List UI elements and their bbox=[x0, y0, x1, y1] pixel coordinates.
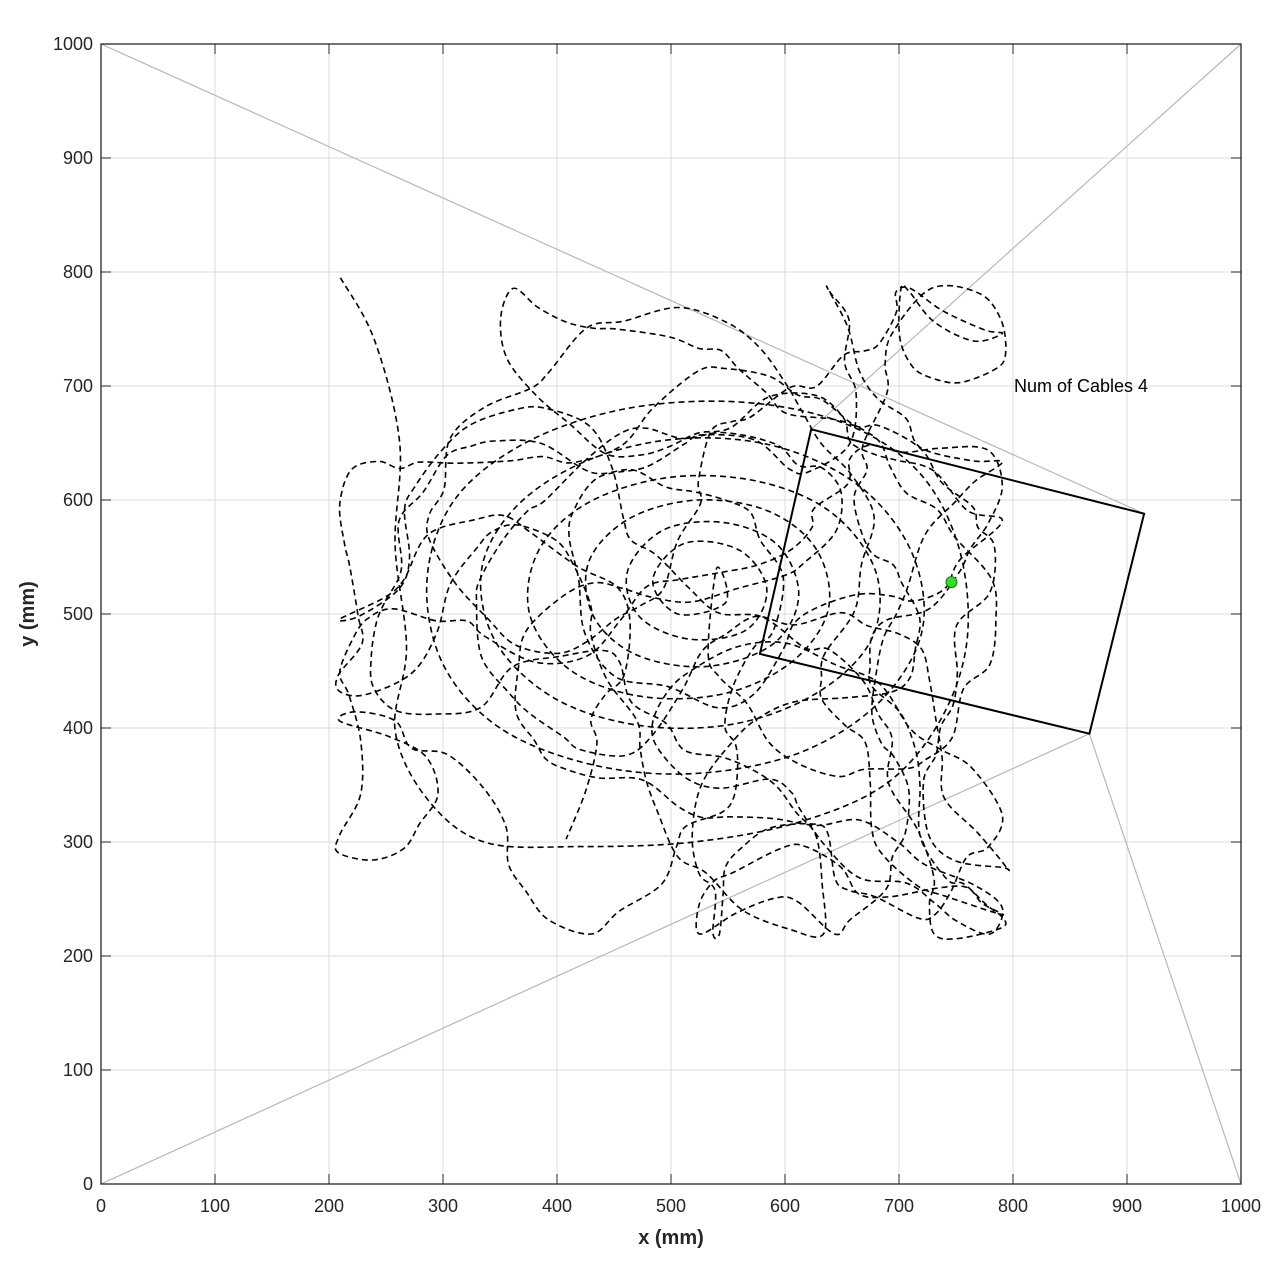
x-tick-label: 500 bbox=[656, 1196, 686, 1216]
x-tick-label: 700 bbox=[884, 1196, 914, 1216]
end-effector-marker bbox=[945, 576, 958, 589]
y-tick-label: 900 bbox=[63, 148, 93, 168]
cable-count-annotation: Num of Cables 4 bbox=[1014, 376, 1148, 396]
tick-labels: 0 100 200 300 400 500 600 700 800 900 1000 0 100 200 3… bbox=[53, 34, 1261, 1216]
x-tick-label: 1000 bbox=[1221, 1196, 1261, 1216]
x-tick-label: 300 bbox=[428, 1196, 458, 1216]
y-tick-label: 300 bbox=[63, 832, 93, 852]
y-tick-label: 700 bbox=[63, 376, 93, 396]
x-tick-label: 200 bbox=[314, 1196, 344, 1216]
y-tick-label: 800 bbox=[63, 262, 93, 282]
platform-outline bbox=[758, 428, 1146, 735]
y-tick-label: 500 bbox=[63, 604, 93, 624]
y-tick-label: 0 bbox=[83, 1174, 93, 1194]
cable-line bbox=[810, 43, 1242, 430]
y-tick-label: 1000 bbox=[53, 34, 93, 54]
x-tick-label: 900 bbox=[1112, 1196, 1142, 1216]
axes-frame bbox=[100, 43, 1242, 1185]
x-tick-label: 100 bbox=[200, 1196, 230, 1216]
trajectory-path bbox=[334, 277, 1011, 940]
y-axis-label: y (mm) bbox=[17, 581, 39, 647]
y-tick-label: 600 bbox=[63, 490, 93, 510]
y-tick-label: 400 bbox=[63, 718, 93, 738]
end-effector bbox=[945, 576, 958, 589]
y-tick-label: 200 bbox=[63, 946, 93, 966]
x-tick-label: 400 bbox=[542, 1196, 572, 1216]
platform bbox=[758, 428, 1146, 735]
trajectory bbox=[334, 277, 1011, 940]
cable-line bbox=[100, 43, 1145, 515]
x-tick-label: 800 bbox=[998, 1196, 1028, 1216]
y-tick-label: 100 bbox=[63, 1060, 93, 1080]
x-axis-label: x (mm) bbox=[638, 1227, 704, 1249]
x-tick-label: 600 bbox=[770, 1196, 800, 1216]
cable-lines bbox=[100, 43, 1242, 1185]
x-tick-label: 0 bbox=[96, 1196, 106, 1216]
cable-line bbox=[1088, 733, 1242, 1185]
